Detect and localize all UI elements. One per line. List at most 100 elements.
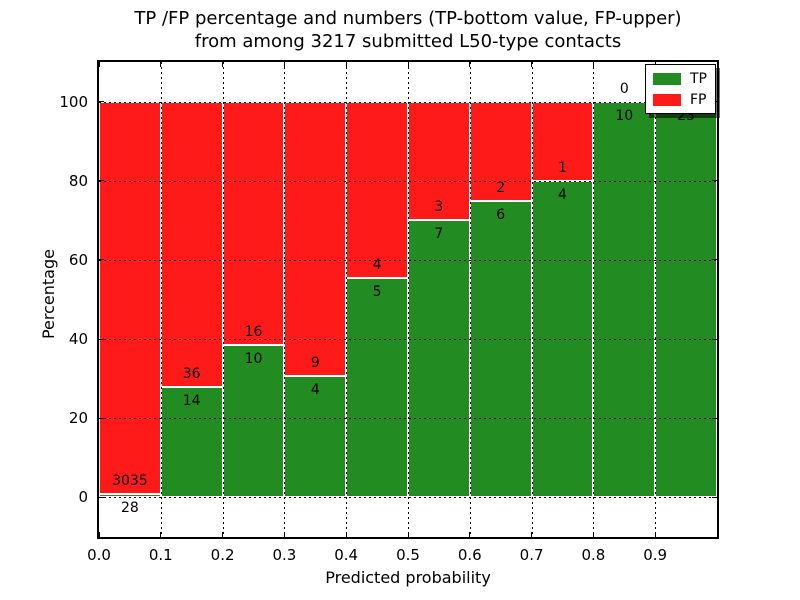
y-tick-mark — [99, 496, 104, 498]
y-tick-label: 100 — [59, 92, 88, 111]
x-gridline — [469, 62, 471, 537]
tp-count-label: 28 — [120, 499, 139, 516]
bar-fp-segment — [284, 101, 347, 376]
fp-count-label: 36 — [182, 365, 201, 382]
x-gridline — [408, 62, 409, 537]
y-tick-label: 0 — [78, 488, 88, 507]
fp-count-label: 2 — [496, 179, 506, 196]
x-tick-mark — [222, 62, 224, 67]
y-tick-label: 20 — [68, 409, 88, 428]
x-tick-mark — [283, 62, 285, 67]
y-tick-mark — [99, 259, 104, 261]
fp-count-label: 4 — [372, 256, 382, 273]
x-tick-label: 0.4 — [334, 546, 359, 564]
y-tick-label: 60 — [68, 250, 88, 269]
x-gridline — [593, 62, 595, 537]
x-gridline — [346, 62, 348, 537]
bar-tp-segment — [346, 277, 408, 498]
x-tick-mark — [160, 62, 162, 67]
x-tick-mark — [469, 62, 471, 67]
fp-count-label: 3035 — [112, 472, 148, 489]
x-tick-mark — [592, 62, 594, 67]
tp-legend-swatch-icon — [653, 72, 681, 85]
y-tick-mark — [99, 417, 104, 419]
x-tick-mark — [98, 532, 100, 537]
x-tick-mark — [531, 62, 533, 67]
x-tick-mark — [98, 62, 100, 67]
y-tick-mark — [712, 496, 717, 498]
chart-title-line2: from among 3217 submitted L50-type conta… — [194, 31, 622, 52]
y-tick-mark — [99, 338, 104, 340]
y-tick-mark — [712, 338, 717, 340]
legend-item-fp: FP — [653, 93, 708, 107]
x-tick-label: 0.6 — [457, 546, 482, 564]
x-tick-mark — [654, 532, 656, 537]
bar-fp-segment — [408, 101, 470, 221]
y-tick-mark — [99, 101, 104, 103]
tp-count-label: 10 — [244, 351, 263, 368]
bar-fp-segment — [531, 101, 594, 181]
x-tick-mark — [345, 532, 347, 537]
bar-tp-segment — [469, 200, 532, 498]
y-tick-label: 80 — [68, 171, 88, 190]
x-tick-mark — [283, 532, 285, 537]
y-tick-mark — [712, 180, 717, 182]
x-gridline — [222, 62, 224, 537]
bar-tp-segment — [408, 220, 470, 498]
x-tick-mark — [222, 532, 224, 537]
fp-count-label: 1 — [558, 159, 567, 176]
bar-fp-segment — [160, 101, 223, 387]
bar-fp-segment — [99, 101, 161, 494]
bar-tp-segment — [655, 101, 717, 498]
x-tick-mark — [160, 532, 162, 537]
x-tick-label: 0.7 — [519, 546, 544, 564]
x-tick-label: 0.8 — [581, 546, 606, 564]
x-tick-label: 0.5 — [396, 546, 420, 564]
x-gridline — [655, 62, 657, 537]
x-tick-mark — [592, 532, 594, 537]
x-tick-mark — [407, 62, 409, 67]
x-tick-mark — [345, 62, 347, 67]
x-axis-label: Predicted probability — [325, 568, 491, 587]
legend: TP FP — [645, 64, 716, 114]
x-tick-label: 0.3 — [272, 546, 297, 564]
chart-title: TP /FP percentage and numbers (TP-bottom… — [8, 7, 800, 53]
tp-count-label: 14 — [182, 392, 201, 409]
tp-count-label: 6 — [496, 206, 506, 223]
bar-tp-segment — [99, 493, 161, 498]
legend-label-tp: TP — [690, 70, 707, 87]
fp-count-label: 3 — [434, 199, 444, 216]
fp-legend-swatch-icon — [653, 93, 681, 106]
fp-count-label: 0 — [619, 80, 629, 97]
x-gridline — [160, 62, 162, 537]
chart-title-line1: TP /FP percentage and numbers (TP-bottom… — [134, 8, 682, 29]
x-tick-mark — [531, 532, 533, 537]
fp-count-label: 9 — [310, 354, 320, 371]
plot-area: 303528361416109445372614010023 — [97, 60, 719, 539]
bar-tp-segment — [160, 386, 223, 498]
x-tick-mark — [407, 532, 409, 537]
bar-tp-segment — [284, 375, 347, 498]
tp-count-label: 4 — [310, 381, 320, 398]
tp-count-label: 5 — [372, 283, 382, 300]
tp-count-label: 10 — [615, 107, 634, 124]
x-gridline — [531, 62, 533, 537]
x-gridline — [284, 62, 286, 537]
x-tick-mark — [469, 532, 471, 537]
bar-fp-segment — [346, 101, 408, 278]
y-tick-mark — [712, 259, 717, 261]
bar-tp-segment — [593, 101, 656, 498]
x-tick-label: 0.0 — [87, 546, 111, 564]
fp-count-label: 16 — [244, 324, 263, 341]
legend-item-tp: TP — [653, 72, 708, 86]
x-tick-label: 0.2 — [210, 546, 235, 564]
x-tick-label: 0.1 — [148, 546, 173, 564]
y-tick-mark — [712, 417, 717, 419]
tp-count-label: 4 — [558, 186, 567, 203]
legend-label-fp: FP — [690, 91, 707, 108]
tp-count-label: 7 — [434, 226, 444, 243]
x-tick-label: 0.9 — [643, 546, 668, 564]
bar-fp-segment — [222, 101, 285, 346]
y-tick-mark — [99, 180, 104, 182]
